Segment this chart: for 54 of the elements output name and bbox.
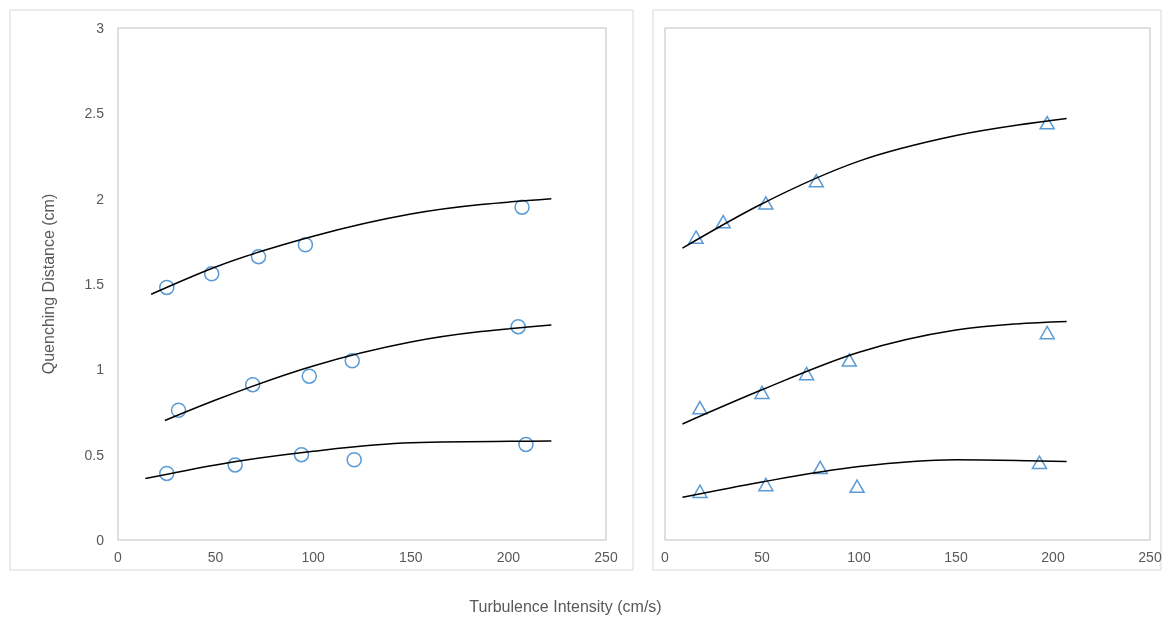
line-series [150,197,553,295]
x-tick-label: 150 [944,549,968,565]
point [514,199,530,215]
x-tick-label: 150 [399,549,423,565]
x-tick-label: 100 [847,549,871,565]
point [758,196,774,210]
point [250,248,267,265]
point [1031,455,1048,470]
x-tick-label: 250 [594,549,618,565]
x-tick-label: 50 [207,549,224,565]
y-tick-label: 0 [96,532,105,548]
point [293,446,310,463]
point [1039,325,1055,340]
point [297,237,314,253]
line-series [164,324,553,422]
point [159,279,175,296]
point [808,173,825,188]
x-tick-label: 200 [496,549,521,565]
x-tick-label: 250 [1138,549,1162,565]
point [715,214,731,229]
point [346,452,362,468]
y-tick-label: 0.5 [84,446,105,463]
y-tick-label: 1 [96,361,105,378]
x-tick-label: 0 [661,549,670,565]
x-tick-label: 50 [754,549,770,565]
point [798,366,815,381]
point [518,436,534,453]
point [1039,115,1055,130]
line-series [144,440,553,480]
y-tick-label: 2.5 [84,105,105,122]
y-tick-label: 3 [96,20,105,36]
point [812,460,828,475]
y-axis-title: Quenching Distance (cm) [40,193,57,375]
point [754,385,770,400]
point [227,457,243,473]
point [344,353,360,369]
x-tick-label: 0 [114,549,123,565]
point [692,484,708,499]
point [244,376,261,393]
x-axis-title: Turbulence Intensity (cm/s) [469,598,662,615]
point [510,318,526,335]
point [170,402,187,419]
point [841,353,858,367]
point [203,266,220,282]
x-tick-label: 100 [301,549,326,565]
point [758,477,774,492]
y-tick-label: 1.5 [84,276,105,292]
point [301,368,318,384]
point [692,400,708,415]
y-tick-label: 2 [96,190,105,207]
point [159,465,175,482]
point [688,230,704,244]
point [849,479,865,494]
x-tick-label: 200 [1041,549,1065,565]
